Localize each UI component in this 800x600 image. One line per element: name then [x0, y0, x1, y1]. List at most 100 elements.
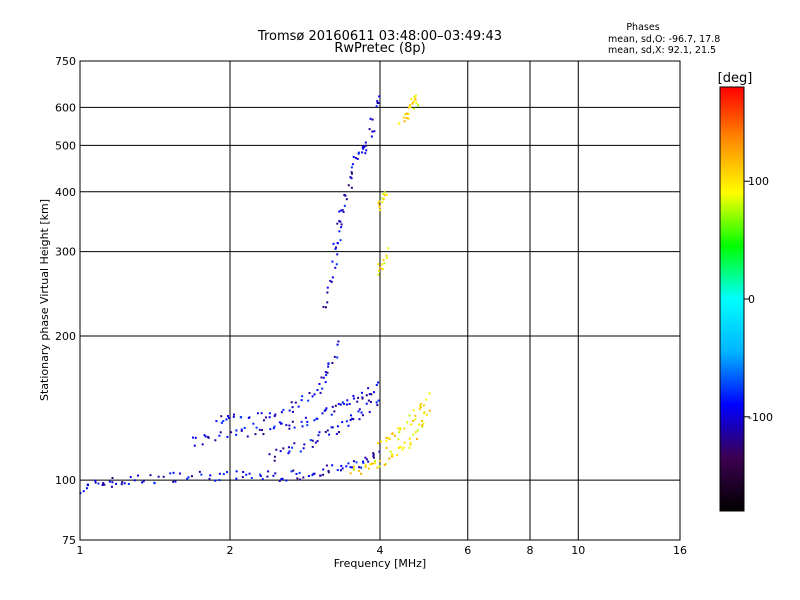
data-point — [243, 426, 246, 429]
data-point — [425, 398, 428, 401]
data-point — [268, 453, 271, 456]
data-point — [281, 477, 284, 480]
data-point — [267, 470, 270, 473]
data-point — [358, 418, 361, 421]
data-point — [340, 209, 343, 212]
y-tick-label: 100 — [55, 474, 76, 487]
data-point — [111, 476, 114, 479]
data-point — [291, 406, 294, 409]
data-point — [374, 460, 377, 463]
data-point — [172, 471, 175, 474]
data-point — [322, 473, 325, 476]
data-point — [94, 481, 97, 484]
data-point — [362, 147, 365, 150]
data-point — [274, 472, 277, 475]
data-point — [412, 107, 415, 110]
data-point — [373, 130, 376, 133]
data-point — [351, 163, 354, 166]
data-point — [340, 226, 343, 229]
data-point — [354, 156, 357, 159]
data-point — [295, 472, 298, 475]
data-point — [331, 260, 334, 263]
data-point — [357, 152, 360, 155]
data-point — [405, 112, 408, 115]
data-point — [320, 376, 323, 379]
data-point — [410, 423, 413, 426]
data-point — [261, 478, 264, 481]
data-point — [291, 410, 294, 413]
data-point — [137, 474, 140, 477]
data-point — [330, 280, 333, 283]
data-point — [356, 400, 359, 403]
colorbar-label: [deg] — [718, 71, 753, 86]
data-point — [316, 440, 319, 443]
data-point — [157, 475, 160, 478]
data-point — [319, 391, 322, 394]
data-point — [404, 113, 407, 116]
data-point — [120, 483, 123, 486]
data-point — [372, 456, 375, 459]
data-point — [378, 450, 381, 453]
data-point — [302, 447, 305, 450]
data-point — [385, 193, 388, 196]
data-point — [357, 151, 360, 154]
y-tick-label: 75 — [62, 534, 76, 547]
data-point — [422, 404, 425, 407]
data-point — [200, 473, 203, 476]
data-point — [288, 450, 291, 453]
y-tick-label: 600 — [55, 101, 76, 114]
data-point — [222, 420, 225, 423]
data-point — [325, 374, 328, 377]
y-axis-label: Stationary phase Virtual Height [km] — [38, 199, 51, 401]
data-point — [376, 101, 379, 104]
data-point — [201, 443, 204, 446]
data-point — [209, 474, 212, 477]
data-point — [331, 426, 334, 429]
data-point — [369, 117, 372, 120]
data-point — [258, 428, 261, 431]
data-point — [300, 420, 303, 423]
data-point — [327, 469, 330, 472]
data-point — [306, 424, 309, 427]
data-point — [390, 453, 393, 456]
data-point — [141, 481, 144, 484]
data-point — [215, 420, 218, 423]
data-point — [339, 469, 342, 472]
data-point — [288, 409, 291, 412]
data-point — [382, 193, 385, 196]
data-point — [203, 434, 206, 437]
data-point — [407, 117, 410, 120]
data-point — [405, 117, 408, 120]
data-point — [371, 462, 374, 465]
data-point — [426, 413, 429, 416]
data-point — [208, 477, 211, 480]
data-point — [268, 412, 271, 415]
data-point — [372, 455, 375, 458]
data-point — [368, 128, 371, 131]
data-point — [360, 391, 363, 394]
data-point — [290, 401, 293, 404]
data-point — [278, 421, 281, 424]
data-point — [273, 415, 276, 418]
data-point — [415, 438, 418, 441]
data-point — [214, 479, 217, 482]
data-point — [328, 433, 331, 436]
colorbar-ticks: 100 0 -100 — [744, 175, 773, 424]
data-point — [321, 387, 324, 390]
data-point — [416, 429, 419, 432]
data-point — [250, 476, 253, 479]
data-point — [322, 468, 325, 471]
x-tick-label: 16 — [673, 544, 687, 557]
data-point — [365, 394, 368, 397]
data-point — [245, 473, 248, 476]
data-point — [382, 258, 385, 261]
data-point — [367, 399, 370, 402]
data-point — [207, 436, 210, 439]
data-point — [334, 266, 337, 269]
legend-heading: Phases — [626, 22, 659, 33]
data-point — [298, 471, 301, 474]
data-point — [413, 95, 416, 98]
data-point — [338, 230, 341, 233]
data-point — [336, 222, 339, 225]
data-point — [340, 464, 343, 467]
